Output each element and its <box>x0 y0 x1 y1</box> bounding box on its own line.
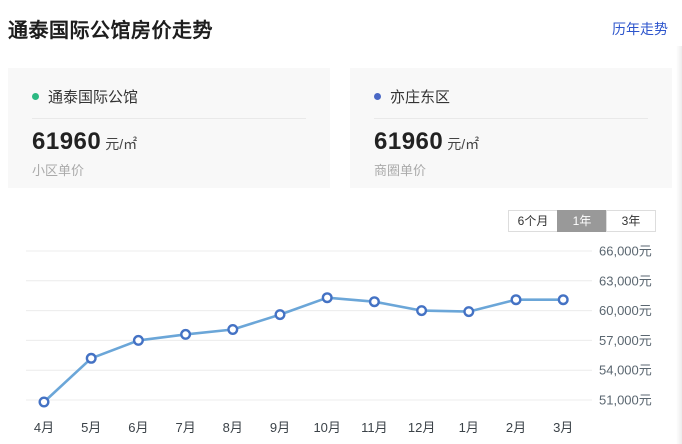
district-price-row: 61960 元/㎡ <box>374 128 648 156</box>
header: 通泰国际公馆房价走势 历年走势 <box>8 14 668 43</box>
district-price-label: 商圈单价 <box>374 163 427 178</box>
district-card-head: 亦庄东区 <box>374 86 648 107</box>
svg-text:8月: 8月 <box>223 420 243 435</box>
district-price-value: 61960 <box>374 128 444 155</box>
svg-text:4月: 4月 <box>34 420 54 435</box>
district-price-unit: 元/㎡ <box>447 136 480 152</box>
svg-text:2月: 2月 <box>506 420 526 435</box>
tab-3-years[interactable]: 3年 <box>606 210 656 232</box>
tab-6-months[interactable]: 6个月 <box>508 210 558 232</box>
community-price-row: 61960 元/㎡ <box>32 128 306 156</box>
community-card-head: 通泰国际公馆 <box>32 86 306 107</box>
page-title: 通泰国际公馆房价走势 <box>8 20 213 42</box>
price-cards: 通泰国际公馆 61960 元/㎡ 小区单价 亦庄东区 61960 元/㎡ 商圈单… <box>8 68 672 188</box>
svg-text:54,000元: 54,000元 <box>599 363 652 378</box>
svg-text:66,000元: 66,000元 <box>599 244 652 259</box>
svg-text:5月: 5月 <box>81 420 101 435</box>
district-dot-icon <box>374 93 381 100</box>
tab-1-year[interactable]: 1年 <box>557 210 607 232</box>
community-price-value: 61960 <box>32 128 102 155</box>
community-price-card: 通泰国际公馆 61960 元/㎡ 小区单价 <box>8 68 330 188</box>
svg-text:6月: 6月 <box>128 420 148 435</box>
svg-text:51,000元: 51,000元 <box>599 393 652 408</box>
svg-text:9月: 9月 <box>270 420 290 435</box>
svg-text:11月: 11月 <box>361 420 388 435</box>
svg-text:7月: 7月 <box>175 420 195 435</box>
svg-text:1月: 1月 <box>459 420 479 435</box>
years-trend-link[interactable]: 历年走势 <box>612 20 668 37</box>
card-divider <box>32 118 306 119</box>
community-price-label: 小区单价 <box>32 163 85 178</box>
card-divider <box>374 118 648 119</box>
community-name: 通泰国际公馆 <box>48 89 139 106</box>
svg-text:63,000元: 63,000元 <box>599 273 652 288</box>
svg-text:60,000元: 60,000元 <box>599 303 652 318</box>
community-price-unit: 元/㎡ <box>105 136 138 152</box>
time-range-tabs: 6个月 1年 3年 <box>508 210 656 232</box>
district-price-card: 亦庄东区 61960 元/㎡ 商圈单价 <box>350 68 672 188</box>
chart-area: 66,000元 63,000元 60,000元 57,000元 54,000元 51,00… <box>0 240 682 444</box>
community-dot-icon <box>32 93 39 100</box>
price-trend-chart[interactable]: 66,000元 63,000元 60,000元 57,000元 54,000元 51,00… <box>0 240 682 444</box>
svg-text:57,000元: 57,000元 <box>599 333 652 348</box>
svg-text:3月: 3月 <box>553 420 573 435</box>
district-name: 亦庄东区 <box>390 89 451 106</box>
svg-text:10月: 10月 <box>313 420 340 435</box>
svg-text:12月: 12月 <box>408 420 435 435</box>
